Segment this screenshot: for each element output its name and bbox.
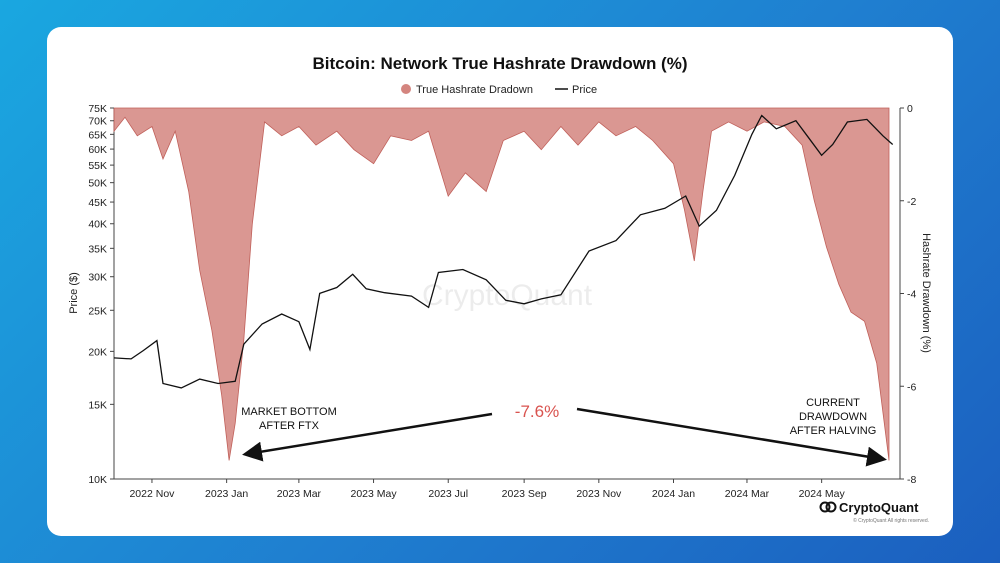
price-tick-label: 30K	[88, 272, 107, 284]
annotation-left-line-1: MARKET BOTTOM	[241, 406, 337, 418]
cryptoquant-logo-icon	[819, 501, 837, 513]
time-tick-label: 2023 May	[350, 488, 397, 500]
time-tick-label: 2023 Nov	[576, 488, 622, 500]
price-line-layer	[113, 114, 894, 389]
price-tick-label: 40K	[88, 219, 107, 231]
drawdown-tick-label: -2	[907, 196, 916, 208]
time-tick-label: 2023 Jan	[205, 488, 248, 500]
price-tick-label: 50K	[88, 178, 107, 190]
legend-label-price: Price	[572, 84, 597, 96]
chart-card: Bitcoin: Network True Hashrate Drawdown …	[47, 27, 953, 536]
brand-rights: © CryptoQuant All rights reserved.	[853, 517, 929, 524]
chart-title: Bitcoin: Network True Hashrate Drawdown …	[313, 54, 688, 73]
annotation-right-line-3: AFTER HALVING	[790, 425, 877, 437]
price-tick-label: 75K	[88, 103, 107, 115]
brand: CryptoQuant © CryptoQuant All rights res…	[819, 500, 929, 524]
legend-label-hashrate: True Hashrate Dradown	[416, 84, 533, 96]
time-tick-label: 2023 Sep	[502, 488, 547, 500]
annotation-right-line-2: DRAWDOWN	[799, 411, 867, 423]
legend-swatch-hashrate	[401, 84, 411, 94]
drawdown-area-layer	[113, 107, 890, 461]
annotation-center-value: -7.6%	[515, 402, 559, 421]
arrow-right	[576, 407, 887, 467]
drawdown-tick-label: -6	[907, 381, 916, 393]
drawdown-axis-ticks: 0 -2 -4 -6 -8	[900, 103, 916, 486]
brand-name: CryptoQuant	[839, 500, 919, 515]
y-axis-title: Price ($)	[68, 272, 80, 314]
legend: True Hashrate Dradown Price	[401, 84, 597, 96]
annotation-current-drawdown: CURRENT DRAWDOWN AFTER HALVING	[790, 397, 877, 437]
drawdown-area	[113, 107, 890, 461]
y2-axis-title: Hashrate Drawdown (%)	[920, 233, 932, 353]
price-tick-label: 70K	[88, 116, 107, 128]
price-line	[113, 114, 894, 389]
price-tick-label: 10K	[88, 474, 107, 486]
annotation-market-bottom: MARKET BOTTOM AFTER FTX	[241, 406, 337, 432]
watermark-text: CryptoQuant	[422, 279, 593, 312]
annotation-right-line-1: CURRENT	[806, 397, 860, 409]
price-tick-label: 15K	[88, 399, 107, 411]
price-tick-label: 55K	[88, 160, 107, 172]
price-tick-label: 65K	[88, 129, 107, 141]
time-tick-label: 2022 Nov	[129, 488, 175, 500]
price-tick-label: 25K	[88, 305, 107, 317]
arrow-left	[242, 412, 493, 462]
price-tick-label: 35K	[88, 243, 107, 255]
price-tick-label: 20K	[88, 346, 107, 358]
drawdown-tick-label: -4	[907, 289, 916, 301]
time-tick-label: 2024 Mar	[725, 488, 770, 500]
drawdown-tick-label: 0	[907, 103, 913, 115]
time-tick-label: 2024 Jan	[652, 488, 695, 500]
price-tick-label: 45K	[88, 197, 107, 209]
price-tick-label: 60K	[88, 144, 107, 156]
time-tick-label: 2024 May	[799, 488, 846, 500]
drawdown-tick-label: -8	[907, 474, 916, 486]
time-tick-label: 2023 Mar	[277, 488, 322, 500]
time-tick-label: 2023 Jul	[428, 488, 468, 500]
hashrate-drawdown-chart: Bitcoin: Network True Hashrate Drawdown …	[68, 54, 932, 524]
annotation-left-line-2: AFTER FTX	[259, 420, 320, 432]
time-axis-ticks: 2022 Nov 2023 Jan 2023 Mar 2023 May 2023 Jul…	[129, 479, 845, 500]
